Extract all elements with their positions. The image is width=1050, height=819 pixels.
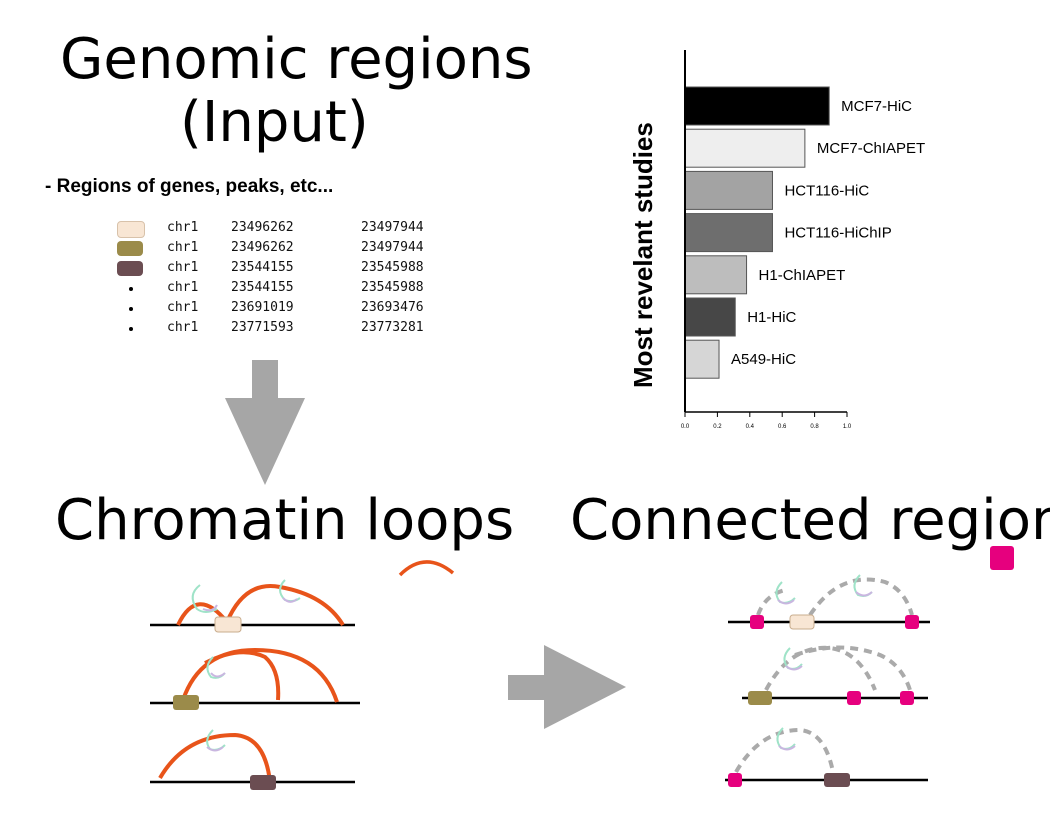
- bullet-dot: [129, 307, 133, 311]
- region-color-swatch: [117, 221, 145, 238]
- row-start: 23544155: [231, 260, 294, 275]
- down-arrow-icon: [225, 360, 305, 485]
- x-tick-label: 0.0: [681, 424, 690, 430]
- row-chr: chr1: [167, 280, 199, 295]
- connected-title: Connected region: [570, 488, 1050, 553]
- bar-label: H1-ChIAPET: [759, 267, 846, 284]
- loop-track-3: [150, 729, 355, 790]
- row-start: 23496262: [231, 240, 294, 255]
- table-row: chr1 23691019 23693476: [117, 298, 447, 318]
- x-tick-label: 1.0: [843, 424, 852, 430]
- loop-accent-arc: [398, 560, 455, 577]
- region-color-swatch: [117, 261, 143, 276]
- row-chr: chr1: [167, 300, 199, 315]
- region-color-swatch: [117, 241, 143, 256]
- connected-track-3: [725, 727, 928, 787]
- connected-legend-node: [990, 546, 1014, 570]
- connected-track-2: [742, 645, 928, 705]
- bar-h1-chiapet: [684, 255, 748, 295]
- loop-track-1: [150, 579, 355, 633]
- row-chr: chr1: [167, 220, 199, 235]
- row-chr: chr1: [167, 240, 199, 255]
- x-tick-label: 0.4: [746, 424, 755, 430]
- bar-label: HCT116-HiC: [784, 182, 869, 199]
- row-start: 23496262: [231, 220, 294, 235]
- bar-mcf7-hic: [684, 86, 830, 126]
- x-tick-label: 0.8: [810, 424, 819, 430]
- bar-h1-hic: [684, 297, 736, 337]
- row-start: 23544155: [231, 280, 294, 295]
- row-end: 23545988: [361, 280, 424, 295]
- bullet-dot: [129, 287, 133, 291]
- row-chr: chr1: [167, 260, 199, 275]
- table-row: chr1 23544155 23545988: [117, 258, 447, 278]
- bullet-dot: [129, 327, 133, 331]
- row-end: 23497944: [361, 220, 424, 235]
- connected-track-1: [728, 574, 930, 630]
- row-chr: chr1: [167, 320, 199, 335]
- input-title-line2: (Input): [180, 90, 369, 155]
- input-title-line1: Genomic regions: [60, 27, 533, 92]
- right-arrow-icon: [508, 645, 626, 729]
- table-row: chr1 23496262 23497944: [117, 218, 447, 238]
- bar-a549-hic: [684, 339, 720, 379]
- table-row: chr1 23544155 23545988: [117, 278, 447, 298]
- row-end: 23693476: [361, 300, 424, 315]
- chromatin-loops-diagram: [150, 579, 360, 790]
- x-tick-label: 0.6: [778, 424, 787, 430]
- row-end: 23497944: [361, 240, 424, 255]
- bar-label: MCF7-ChIAPET: [817, 140, 925, 157]
- bar-hct116-hichip: [684, 213, 773, 253]
- bar-label: MCF7-HiC: [841, 98, 912, 115]
- loop-track-2: [150, 647, 360, 710]
- row-start: 23691019: [231, 300, 294, 315]
- bar-hct116-hic: [684, 170, 773, 210]
- x-tick-label: 0.2: [713, 424, 722, 430]
- loops-title: Chromatin loops: [55, 488, 515, 553]
- table-row: chr1 23771593 23773281: [117, 318, 447, 338]
- row-start: 23771593: [231, 320, 294, 335]
- input-subtitle: - Regions of genes, peaks, etc...: [45, 176, 334, 197]
- bar-mcf7-chiapet: [684, 128, 806, 168]
- bar-label: HCT116-HiChIP: [784, 225, 891, 242]
- table-row: chr1 23496262 23497944: [117, 238, 447, 258]
- row-end: 23773281: [361, 320, 424, 335]
- connected-region-diagram: [725, 574, 930, 787]
- row-end: 23545988: [361, 260, 424, 275]
- bar-label: H1-HiC: [747, 309, 796, 326]
- bar-label: A549-HiC: [731, 351, 796, 368]
- bar-chart: MCF7-HiC MCF7-ChIAPET HCT116-HiC HCT116-HiC…: [681, 50, 925, 430]
- chart-y-label: Most revelant studies: [628, 122, 658, 388]
- regions-table: chr1 23496262 23497944 chr1 23496262 234…: [117, 218, 447, 343]
